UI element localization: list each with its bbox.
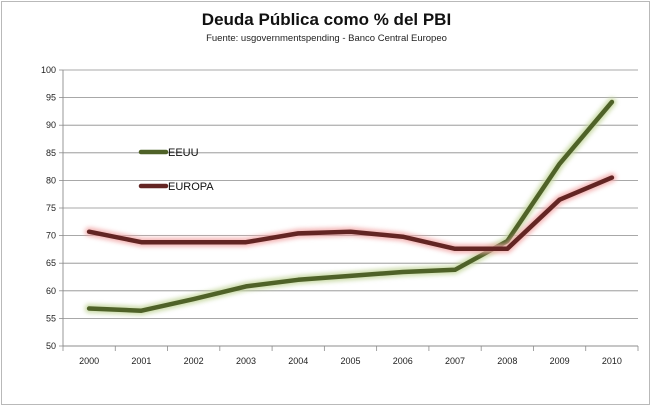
y-tick-label: 80 (46, 175, 56, 185)
series-lines (84, 97, 617, 316)
x-tick-label: 2007 (445, 356, 465, 366)
series-line-eeuu (86, 99, 615, 313)
y-tick-label: 90 (46, 120, 56, 130)
series-line-europa (86, 175, 615, 252)
x-tick-label: 2003 (236, 356, 256, 366)
y-tick-label: 85 (46, 148, 56, 158)
x-tick-label: 2000 (79, 356, 99, 366)
y-tick-label: 55 (46, 313, 56, 323)
x-tick-label: 2005 (340, 356, 360, 366)
legend: EEUU EUROPA (136, 147, 214, 193)
x-tick-label: 2010 (602, 356, 622, 366)
y-tick-label: 100 (41, 65, 56, 75)
x-tick-label: 2009 (550, 356, 570, 366)
gridlines (63, 69, 638, 319)
chart-subtitle: Fuente: usgovernmentspending - Banco Cen… (206, 33, 447, 44)
y-tick-label: 70 (46, 231, 56, 241)
y-tick-label: 65 (46, 258, 56, 268)
x-tick-label: 2006 (393, 356, 413, 366)
x-tick-label: 2008 (497, 356, 517, 366)
legend-label-eeuu: EEUU (168, 147, 199, 159)
x-tick-label: 2002 (184, 356, 204, 366)
y-tick-label: 75 (46, 203, 56, 213)
x-tick-label: 2004 (288, 356, 308, 366)
legend-label-europa: EUROPA (168, 181, 214, 193)
chart-title: Deuda Pública como % del PBI (201, 10, 452, 29)
y-tick-label: 95 (46, 93, 56, 103)
axes: 50 55 60 65 70 75 80 85 90 95 100 2000 2001 2002 2003 2… (41, 65, 639, 366)
x-tick-label: 2001 (131, 356, 151, 366)
y-tick-label: 60 (46, 286, 56, 296)
y-tick-label: 50 (46, 341, 56, 351)
